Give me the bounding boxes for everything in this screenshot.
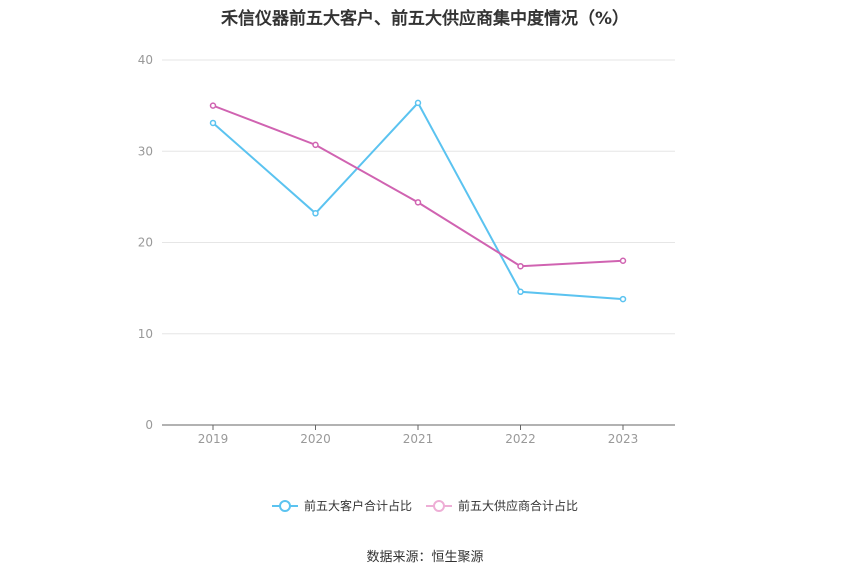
- data-point[interactable]: [312, 141, 319, 149]
- legend: 前五大客户合计占比 前五大供应商合计占比: [0, 497, 850, 514]
- data-point[interactable]: [414, 99, 422, 107]
- data-point[interactable]: [209, 102, 217, 109]
- data-point[interactable]: [619, 257, 627, 264]
- y-tick-label: 20: [138, 236, 153, 250]
- y-tick-label: 0: [145, 418, 153, 432]
- x-tick-label: 2021: [403, 432, 434, 446]
- legend-item-suppliers[interactable]: 前五大供应商合计占比: [426, 497, 578, 514]
- legend-marker-customers: [271, 499, 298, 512]
- legend-label-suppliers: 前五大供应商合计占比: [458, 499, 579, 513]
- source-note: 数据来源：恒生聚源: [366, 550, 484, 565]
- data-point[interactable]: [312, 210, 319, 217]
- y-tick-label: 40: [138, 53, 153, 67]
- legend-item-customers[interactable]: 前五大客户合计占比: [271, 497, 412, 514]
- data-point[interactable]: [517, 288, 524, 296]
- x-tick-label: 2019: [198, 432, 229, 446]
- tick-labels: 0 10 20 30 40 2019 2020 2021 2022 2023: [138, 53, 639, 446]
- data-point[interactable]: [619, 295, 627, 303]
- x-tick-label: 2020: [300, 432, 331, 446]
- axes: [162, 424, 675, 430]
- gridlines: [162, 59, 675, 335]
- x-tick-label: 2023: [608, 432, 639, 446]
- y-tick-label: 10: [138, 327, 153, 341]
- y-tick-label: 30: [138, 144, 153, 158]
- data-point[interactable]: [209, 119, 217, 127]
- data-point[interactable]: [517, 262, 524, 270]
- x-tick-label: 2022: [505, 432, 536, 446]
- chart-title: 禾信仪器前五大客户、前五大供应商集中度情况（%）: [220, 9, 630, 29]
- legend-label-customers: 前五大客户合计占比: [303, 499, 412, 513]
- series-lines: [209, 99, 627, 303]
- data-point[interactable]: [414, 199, 422, 206]
- legend-marker-suppliers: [426, 499, 452, 512]
